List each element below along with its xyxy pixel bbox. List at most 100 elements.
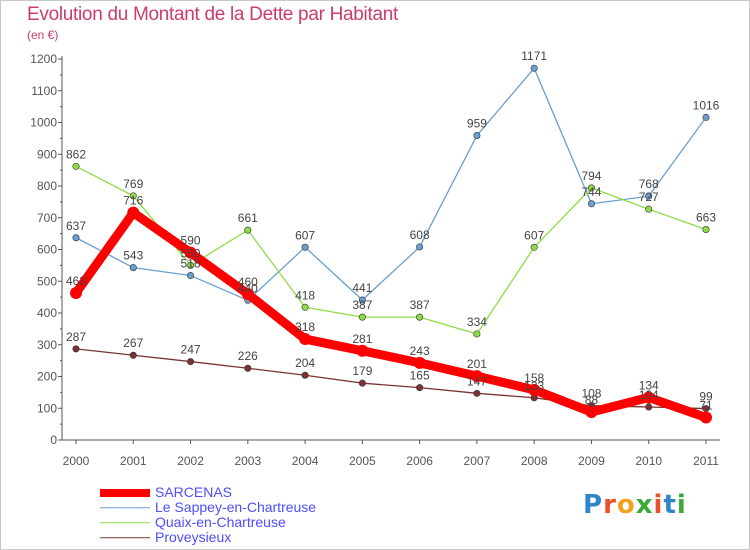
data-label: 334 xyxy=(467,315,487,329)
data-label: 637 xyxy=(66,219,86,233)
data-label: 226 xyxy=(238,349,258,363)
x-tick-label: 2011 xyxy=(693,454,719,468)
data-point xyxy=(530,64,538,72)
logo-letter: P xyxy=(583,490,604,520)
data-point xyxy=(470,370,483,383)
data-label: 179 xyxy=(352,364,372,378)
series-line-le-sappey-en-chartreuse xyxy=(75,67,707,301)
x-tick-label: 2000 xyxy=(63,454,90,468)
data-point xyxy=(473,389,481,397)
data-label: 247 xyxy=(181,343,201,357)
chart-title: Evolution du Montant de la Dette par Hab… xyxy=(27,4,398,25)
legend-swatch xyxy=(100,485,150,500)
data-point xyxy=(413,356,426,369)
data-point xyxy=(72,162,80,170)
data-label: 768 xyxy=(639,177,659,191)
legend: SARCENAS Le Sappey-en-Chartreuse Quaix-en-… xyxy=(100,485,316,545)
data-label: 204 xyxy=(295,356,315,370)
axes: 0 100 200 300 400 500 600 700 800 900 1000 1100 1200… xyxy=(30,52,720,468)
data-label: 862 xyxy=(66,147,86,161)
legend-label: SARCENAS xyxy=(155,484,233,500)
data-label: 727 xyxy=(639,190,659,204)
data-point xyxy=(70,286,82,299)
data-label: 607 xyxy=(524,228,544,242)
data-point xyxy=(416,313,424,321)
data-point xyxy=(530,243,538,251)
data-point xyxy=(358,313,366,321)
data-label: 441 xyxy=(352,281,372,295)
data-point xyxy=(702,225,710,233)
logo-letter: o xyxy=(616,490,636,520)
data-label: 387 xyxy=(352,298,372,312)
x-tick-label: 2006 xyxy=(406,454,433,468)
y-tick-label: 0 xyxy=(50,433,57,447)
data-point xyxy=(356,344,369,357)
data-label: 71 xyxy=(699,398,713,412)
x-tick-label: 2007 xyxy=(464,454,491,468)
data-point xyxy=(585,406,598,419)
data-label: 744 xyxy=(581,185,601,199)
data-point xyxy=(645,403,653,411)
data-label: 440 xyxy=(238,281,258,295)
data-label: 550 xyxy=(181,246,201,260)
y-tick-label: 200 xyxy=(37,370,57,384)
y-tick-label: 600 xyxy=(37,243,57,257)
series-line-sarcenas xyxy=(71,208,711,422)
data-labels: 463 716 590 460 318 281 243 201 158 88 134 71 637 543… xyxy=(66,49,720,412)
y-tick-label: 900 xyxy=(37,147,57,161)
y-tick-label: 500 xyxy=(37,274,57,288)
data-point xyxy=(416,384,424,392)
data-label: 134 xyxy=(639,378,659,392)
data-point xyxy=(528,383,541,396)
legend-label: Le Sappey-en-Chartreuse xyxy=(155,499,317,515)
data-label: 518 xyxy=(181,257,201,271)
data-label: 133 xyxy=(524,379,544,393)
data-point xyxy=(587,184,595,192)
data-label: 201 xyxy=(467,357,487,371)
x-tick-label: 2002 xyxy=(177,454,204,468)
data-point xyxy=(187,358,195,366)
data-label: 590 xyxy=(181,234,201,248)
data-point xyxy=(642,391,655,404)
x-tick-label: 2001 xyxy=(120,454,147,468)
logo-letter: x xyxy=(635,490,654,520)
data-label: 99 xyxy=(699,390,713,404)
data-label: 243 xyxy=(410,344,430,358)
data-label: 463 xyxy=(66,274,86,288)
data-point xyxy=(127,206,140,219)
data-label: 661 xyxy=(238,211,258,225)
x-tick-label: 2009 xyxy=(578,454,605,468)
data-label: 543 xyxy=(123,249,143,263)
data-label: 769 xyxy=(123,177,143,191)
data-point xyxy=(72,345,80,353)
logo-letter: t xyxy=(663,490,677,520)
series-line-quaix-en-chartreuse xyxy=(75,165,707,335)
logo-letter: i xyxy=(653,490,664,520)
data-point xyxy=(301,243,309,251)
data-label: 165 xyxy=(410,369,430,383)
data-point xyxy=(301,371,309,379)
data-point xyxy=(587,200,595,208)
data-label: 281 xyxy=(352,332,372,346)
data-point xyxy=(645,192,653,200)
logo-letter: i xyxy=(676,490,687,520)
data-label: 607 xyxy=(295,228,315,242)
data-point xyxy=(299,333,312,346)
x-tick-label: 2008 xyxy=(521,454,548,468)
legend-item: SARCENAS xyxy=(100,485,316,500)
data-label: 460 xyxy=(238,275,258,289)
data-point xyxy=(244,226,252,234)
legend-item: Le Sappey-en-Chartreuse xyxy=(100,500,316,515)
data-point xyxy=(473,330,481,338)
data-point xyxy=(241,287,254,300)
data-label: 608 xyxy=(410,228,430,242)
logo-letter: r xyxy=(603,490,617,520)
legend-swatch xyxy=(100,515,150,530)
y-tick-label: 1000 xyxy=(30,116,57,130)
legend-label: Proveysieux xyxy=(155,529,232,545)
data-point xyxy=(129,264,137,272)
y-tick-label: 800 xyxy=(37,179,57,193)
proxiti-logo: Proxiti xyxy=(583,490,687,520)
data-label: 147 xyxy=(467,374,487,388)
